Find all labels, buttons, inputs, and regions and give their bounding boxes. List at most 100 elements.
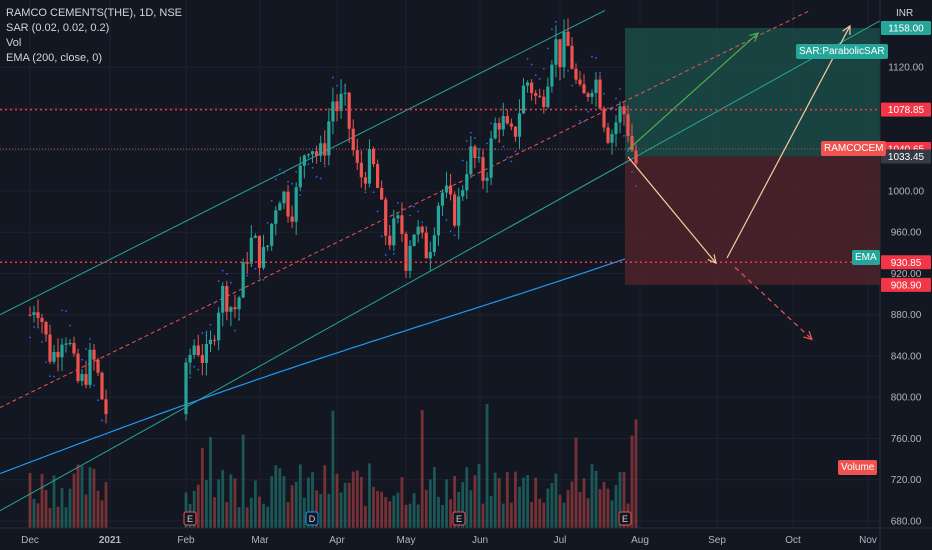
y-tick-label: 760.00 <box>891 434 922 445</box>
sar-dot <box>65 310 67 313</box>
sar-dot <box>595 57 597 59</box>
candle-body <box>88 349 92 385</box>
price-label-bg <box>881 255 931 270</box>
volume-bar <box>453 475 457 528</box>
sar-dot <box>307 163 310 166</box>
sar-dot <box>486 142 488 145</box>
sar-dot <box>81 358 83 361</box>
candle-body <box>92 349 96 360</box>
volume-bar <box>408 503 412 528</box>
candle-body <box>408 245 412 271</box>
volume-bar <box>396 492 400 528</box>
sar-dot <box>526 57 529 60</box>
price-label: 930.85 <box>881 255 931 270</box>
volume-bar <box>343 482 347 528</box>
arrow-rebound-peach-head <box>842 24 851 35</box>
legend-sar: SAR (0.02, 0.02, 0.2) <box>6 22 110 34</box>
channel-upper <box>0 10 606 316</box>
volume-bar <box>209 437 212 528</box>
candle-body <box>363 177 368 184</box>
candle-body <box>444 185 449 193</box>
candle-body <box>233 307 237 310</box>
legend-title: RAMCO CEMENTS(THE), 1D, NSE <box>6 7 183 19</box>
sar-dot <box>262 278 265 281</box>
sar-dot <box>93 384 95 387</box>
candle-body <box>602 108 606 128</box>
candle-body <box>634 150 638 164</box>
sar-dot <box>469 131 472 134</box>
sar-dot <box>384 254 387 256</box>
candle-body <box>221 286 225 313</box>
sar-dot <box>332 76 334 79</box>
price-label-text: 1033.45 <box>888 152 925 163</box>
volume-bar <box>347 482 351 528</box>
sar-dot <box>465 140 468 142</box>
volume-bar <box>404 504 408 528</box>
candle-body <box>375 164 380 188</box>
volume-bar <box>622 472 626 528</box>
y-tick-label: 880.00 <box>891 310 922 321</box>
sar-dot <box>258 276 261 279</box>
volume-bar <box>606 488 610 528</box>
volume-bar <box>598 489 602 528</box>
x-tick-label: Sep <box>708 535 726 546</box>
volume-bar <box>546 488 550 528</box>
volume-bar <box>489 496 493 528</box>
candle-body <box>212 339 217 341</box>
sar-dot <box>189 376 191 379</box>
sar-dot <box>635 185 637 187</box>
candle-body <box>249 237 253 264</box>
volume-bar <box>614 485 618 528</box>
sar-dot <box>372 191 375 194</box>
sar-dot <box>417 210 420 213</box>
price-label-text: 1078.85 <box>888 105 925 116</box>
candle-body <box>453 194 457 226</box>
candle-body <box>497 123 501 130</box>
candle-body <box>290 216 294 222</box>
x-tick-label: Feb <box>177 535 195 546</box>
volume-bar <box>432 467 436 528</box>
sar-dot <box>591 55 593 58</box>
volume-bar <box>449 499 452 528</box>
arrow-down-dashed-head <box>803 330 813 341</box>
volume-bar <box>441 505 444 528</box>
candle-body <box>546 86 550 108</box>
event-marker: D <box>305 511 319 526</box>
volume-bar <box>550 483 554 528</box>
candle-body <box>355 150 359 163</box>
volume-bar <box>372 486 375 528</box>
candle-body <box>493 123 497 139</box>
price-label-text: 930.85 <box>891 258 922 269</box>
candle-body <box>614 122 618 135</box>
volume-bar <box>364 506 367 528</box>
volume-bar <box>618 471 622 528</box>
candle-body <box>392 218 396 246</box>
volume-bar <box>32 498 36 528</box>
x-tick-label: Dec <box>21 535 39 546</box>
projection-arrows <box>627 24 851 341</box>
volume-bar <box>469 490 473 528</box>
candle-body <box>380 187 384 200</box>
sar-dot <box>490 122 493 125</box>
sar-dot <box>97 399 99 402</box>
volume-bar <box>485 404 489 528</box>
volume-bar <box>420 410 424 528</box>
volume-bar <box>428 479 432 528</box>
candle-body <box>270 223 274 246</box>
volume-bar <box>630 435 634 528</box>
volume-bar <box>72 473 76 528</box>
candle-body <box>367 148 372 184</box>
sar-dot <box>105 433 107 435</box>
volume-bar <box>196 484 200 528</box>
volume-bar <box>302 497 306 528</box>
candle-body <box>477 157 481 159</box>
price-label: 1033.45 <box>881 149 931 164</box>
sar-dot <box>368 185 371 188</box>
candle-body <box>298 165 302 188</box>
candle-body <box>184 362 188 415</box>
candle-body <box>28 314 32 316</box>
sar-dot <box>287 180 289 183</box>
sar-dot <box>603 92 605 95</box>
volume-bar <box>542 502 546 528</box>
